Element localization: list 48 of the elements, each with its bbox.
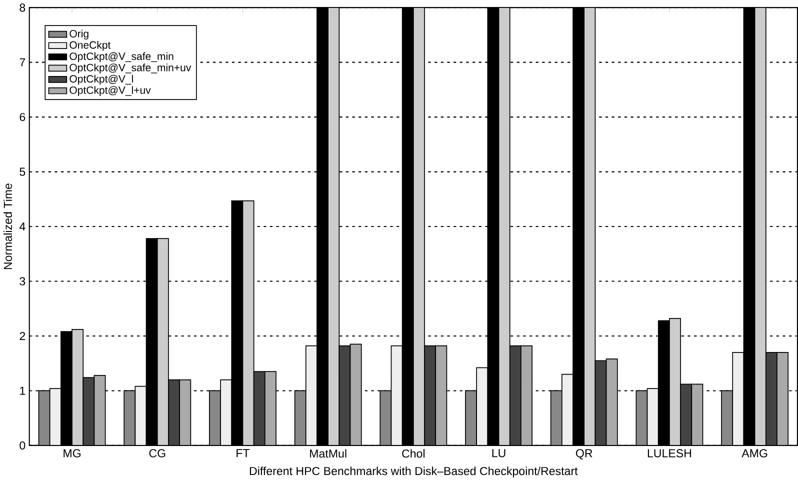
bar xyxy=(646,388,659,446)
bar xyxy=(754,8,766,446)
y-tick-label: 6 xyxy=(20,113,26,122)
bar xyxy=(584,8,596,446)
bar xyxy=(550,390,562,446)
bar xyxy=(94,375,106,446)
bar xyxy=(390,345,403,446)
bar xyxy=(435,345,448,446)
x-tick-label: LU xyxy=(492,449,506,458)
x-axis-title: Different HPC Benchmarks with Disk–Based Checkpoint/Restart xyxy=(250,466,578,478)
x-tick-label: AMG xyxy=(742,449,768,458)
x-tick-label: MG xyxy=(64,449,80,458)
bar xyxy=(242,200,254,446)
bar xyxy=(38,390,50,446)
bar xyxy=(691,384,704,446)
x-tick-label: FT xyxy=(236,449,250,458)
legend-label: Orig xyxy=(70,30,88,40)
bar xyxy=(156,238,169,446)
y-tick-label: 4 xyxy=(19,222,26,231)
x-tick-label: CG xyxy=(149,449,166,458)
legend-label: OneCkpt xyxy=(70,41,111,51)
y-tick-label: 7 xyxy=(20,58,26,66)
bar xyxy=(328,8,340,446)
bar xyxy=(380,390,392,446)
y-tick-label: 0 xyxy=(20,441,26,450)
bar xyxy=(732,352,744,446)
y-tick-label: 8 xyxy=(20,4,26,12)
bar xyxy=(350,344,362,446)
bar xyxy=(294,390,306,446)
x-tick-label: Chol xyxy=(402,449,425,458)
y-tick-label: 3 xyxy=(20,277,26,286)
legend-label: OptCkpt@V_safe_min+uv xyxy=(70,64,192,74)
legend-label: OptCkpt@V_l+uv xyxy=(70,86,151,96)
x-tick-label: MatMul xyxy=(310,449,346,458)
x-tick-label: QR xyxy=(576,449,592,460)
x-tick-label: LULESH xyxy=(648,449,691,458)
y-tick-label: 1 xyxy=(20,386,26,395)
bar xyxy=(636,390,648,446)
bar xyxy=(412,8,425,446)
y-tick-label: 5 xyxy=(20,168,26,176)
bar xyxy=(606,358,618,446)
legend-label: OptCkpt@V_l xyxy=(70,74,133,85)
y-tick-label: 2 xyxy=(20,332,26,340)
bar xyxy=(498,8,510,446)
y-axis-title: Normalized Time xyxy=(4,184,12,270)
legend-label: OptCkpt@V_safe_min xyxy=(70,52,174,62)
bar xyxy=(134,386,147,446)
bar xyxy=(124,390,136,446)
